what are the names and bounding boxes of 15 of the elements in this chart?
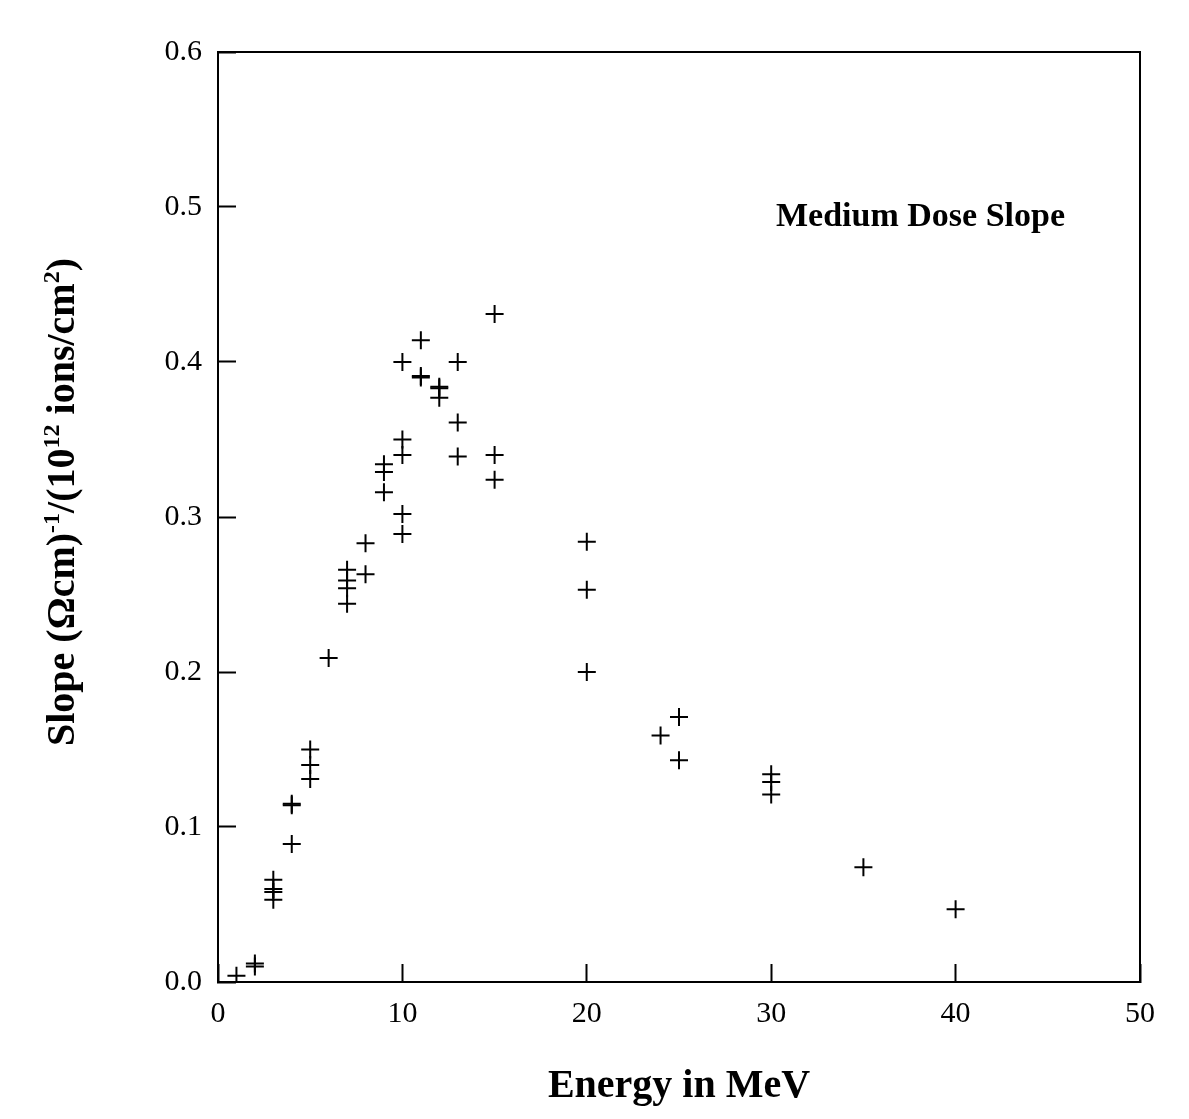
x-tick-label: 20 (571, 994, 602, 1028)
y-tick-label: 0.2 (164, 652, 202, 686)
annotation: Medium Dose Slope (776, 195, 1065, 233)
y-tick-label: 0.5 (164, 187, 202, 221)
y-tick-label: 0.4 (164, 342, 202, 376)
x-axis-title: Energy in MeV (546, 1060, 812, 1107)
x-tick-label: 0 (210, 994, 226, 1028)
y-tick-label: 0.0 (164, 962, 202, 996)
x-tick-label: 10 (387, 994, 418, 1028)
y-tick-label: 0.6 (164, 32, 202, 66)
y-tick-label: 0.1 (164, 807, 202, 841)
x-tick-label: 40 (940, 994, 971, 1028)
x-tick-label: 30 (756, 994, 787, 1028)
x-tick-label: 50 (1125, 994, 1155, 1028)
y-tick-label: 0.3 (164, 497, 202, 531)
